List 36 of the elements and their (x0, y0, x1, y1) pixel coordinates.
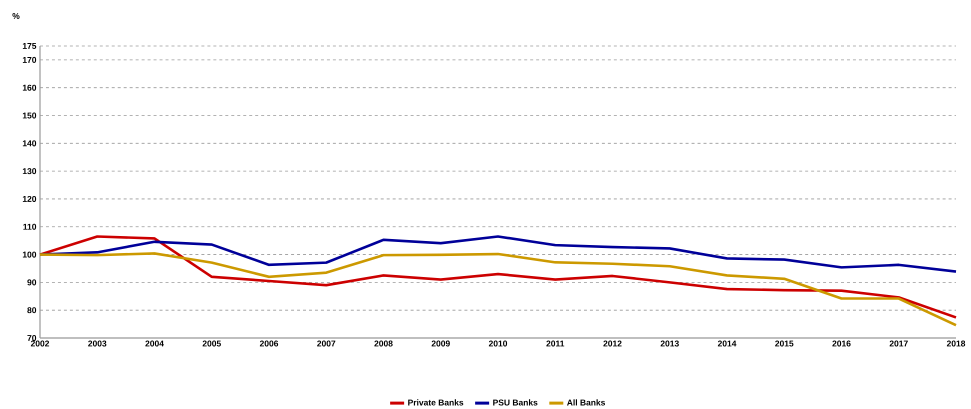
x-tick-label: 2003 (88, 340, 106, 347)
legend-label: PSU Banks (493, 399, 538, 406)
y-tick-label: 110 (23, 224, 36, 230)
x-tick-label: 2007 (317, 340, 336, 347)
x-tick-label: 2008 (374, 340, 393, 347)
x-tick-label: 2015 (775, 340, 794, 347)
x-tick-label: 2013 (660, 340, 679, 347)
x-tick-label: 2012 (603, 340, 622, 347)
y-tick-label: 170 (22, 56, 36, 63)
x-tick-label: 2011 (546, 340, 564, 347)
y-tick-label: 80 (27, 307, 36, 314)
x-tick-label: 2016 (832, 340, 851, 347)
line-series (38, 252, 958, 327)
x-tick-label: 2005 (202, 340, 221, 347)
x-tick-label: 2017 (890, 340, 908, 347)
y-tick-label: 175 (22, 43, 36, 49)
line-series (38, 235, 958, 273)
y-tick-label: 160 (22, 84, 36, 91)
y-tick-label: 150 (22, 112, 36, 119)
y-tick-label: 130 (22, 168, 36, 174)
x-tick-label: 2010 (488, 340, 508, 347)
y-tick-label: 70 (27, 335, 36, 341)
y-tick-label: 90 (27, 279, 36, 286)
x-tick-label: 2004 (145, 340, 164, 347)
x-tick-label: 2009 (432, 340, 450, 347)
y-tick-label: 140 (22, 140, 36, 146)
y-tick-label: 120 (22, 196, 36, 202)
x-tick-label: 2014 (718, 340, 736, 347)
legend-label: All Banks (566, 399, 606, 406)
y-tick-label: 100 (22, 252, 36, 258)
x-tick-label: 2006 (260, 340, 278, 347)
legend-label: Private Banks (408, 399, 464, 406)
x-tick-label: 2018 (946, 340, 966, 347)
line-series (38, 235, 958, 319)
x-tick-label: 2002 (30, 340, 50, 347)
y-axis-title: % (12, 13, 20, 19)
